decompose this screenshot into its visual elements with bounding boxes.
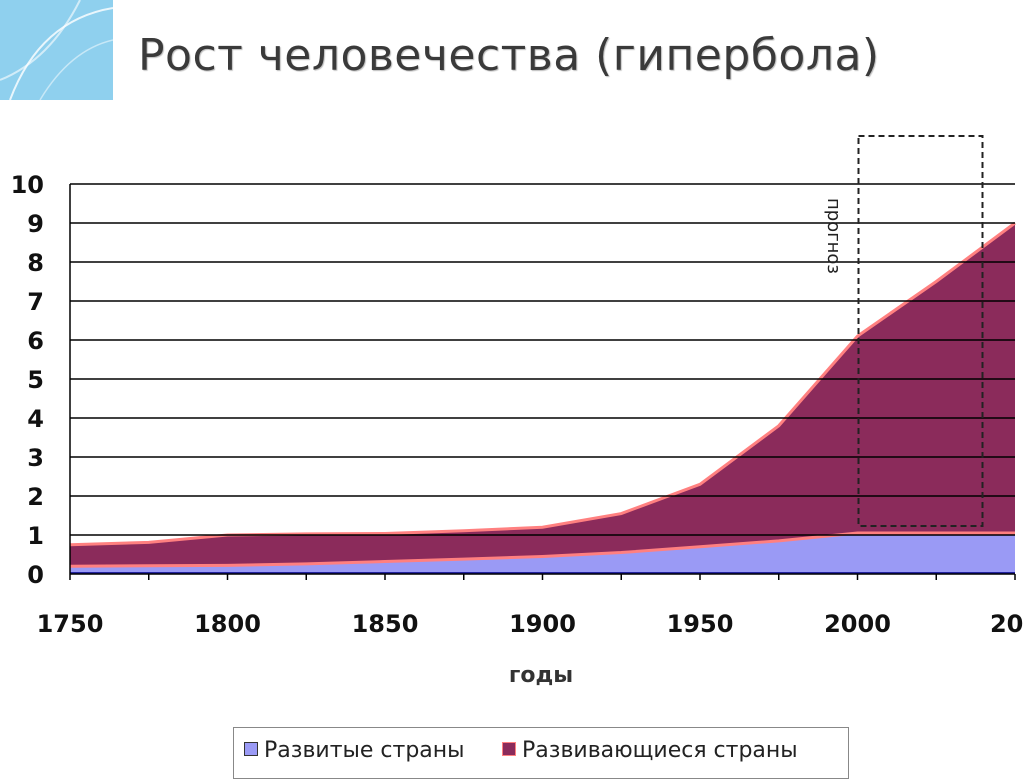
series-area-developing (70, 223, 1015, 574)
y-tick-label: 10 (11, 171, 44, 199)
legend-item-developed: Развитые страны (244, 738, 465, 763)
forecast-annotation: прогноз (823, 198, 844, 274)
series-line-developed (69, 531, 1015, 568)
y-tick-label: 6 (27, 327, 44, 355)
x-tick-label: 1750 (37, 610, 104, 638)
y-tick-label: 9 (27, 210, 44, 238)
page-title: Рост человечества (гипербола) (138, 30, 880, 81)
legend-swatch-developing (502, 742, 516, 756)
x-tick-label: 205 (990, 610, 1024, 638)
x-axis-label: годы (509, 663, 573, 688)
y-tick-label: 0 (27, 561, 44, 589)
leaf-decoration-icon (0, 0, 113, 100)
x-tick-label: 1950 (667, 610, 734, 638)
y-tick-label: 2 (27, 483, 44, 511)
y-tick-label: 3 (27, 444, 44, 472)
y-tick-label: 1 (27, 522, 44, 550)
x-tick-label: 2000 (824, 610, 891, 638)
legend-item-developing: Развивающиеся страны (502, 738, 798, 763)
legend-label-developed: Развитые страны (264, 738, 465, 763)
series-area-developed (70, 533, 1015, 574)
x-tick-label: 1800 (194, 610, 261, 638)
y-tick-label: 7 (27, 288, 44, 316)
title-decoration (0, 0, 113, 100)
y-tick-label: 4 (27, 405, 44, 433)
y-tick-label: 5 (27, 366, 44, 394)
forecast-box (857, 135, 984, 527)
legend-swatch-developed (244, 742, 258, 756)
legend-label-developing: Развивающиеся страны (522, 738, 798, 763)
x-tick-label: 1900 (509, 610, 576, 638)
x-tick-label: 1850 (352, 610, 419, 638)
legend: Развитые страны Развивающиеся страны (233, 727, 849, 779)
y-tick-label: 8 (27, 249, 44, 277)
